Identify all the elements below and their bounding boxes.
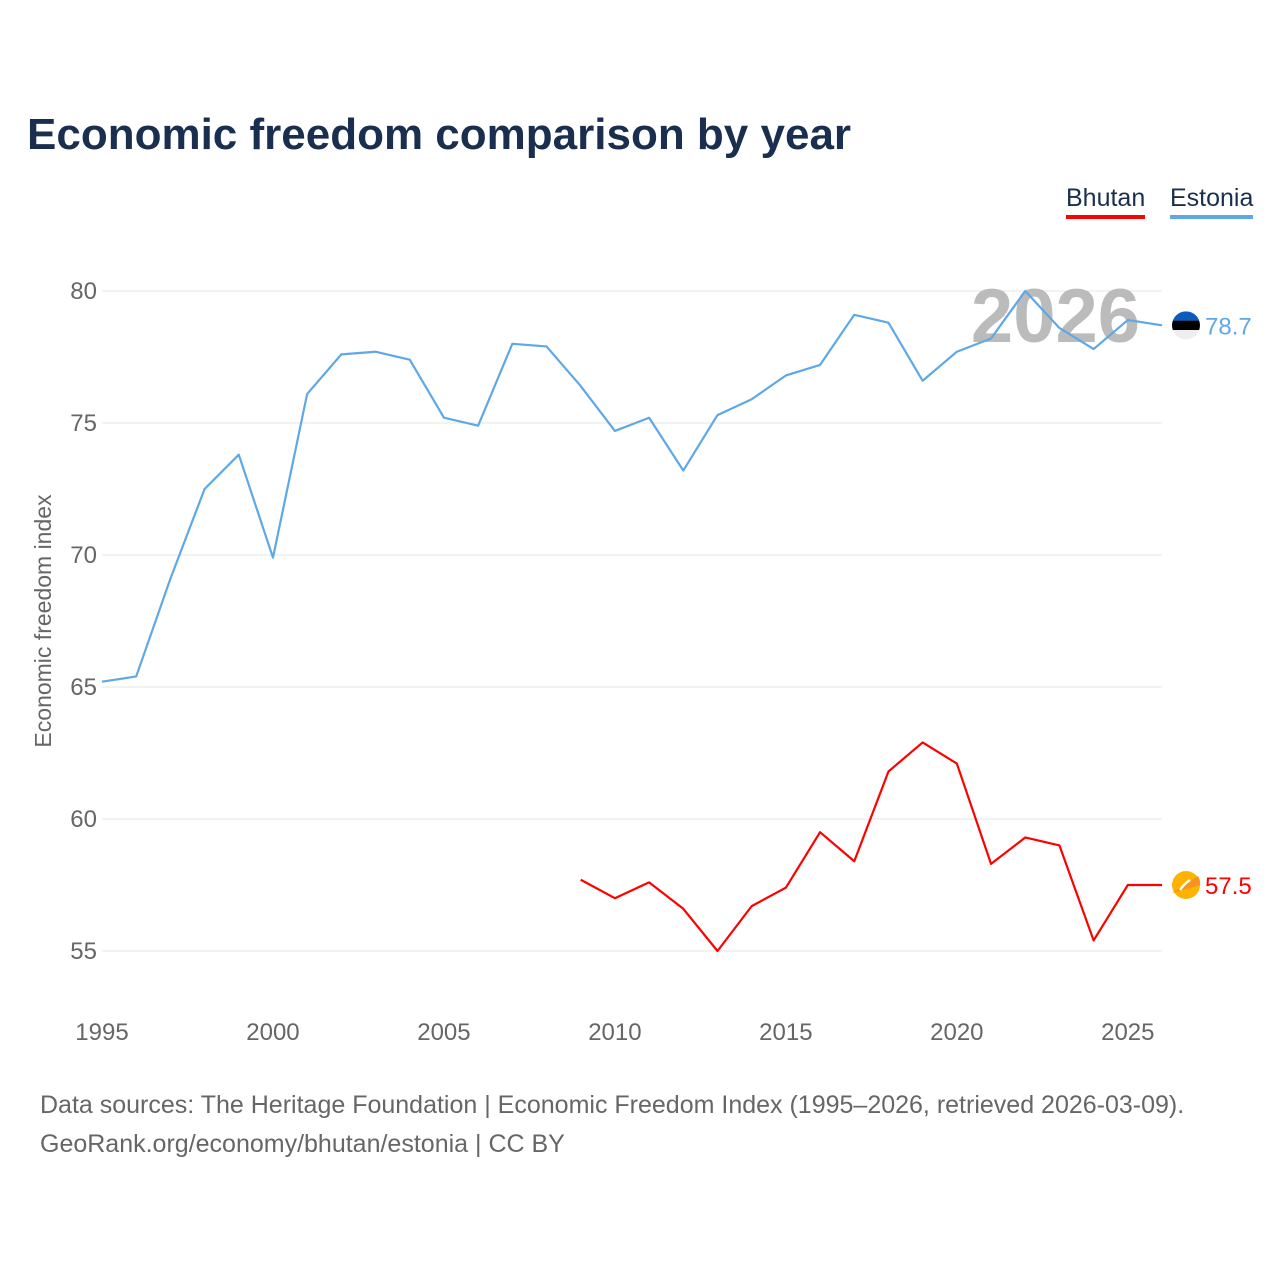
data-point-bhutan: [1126, 883, 1130, 887]
data-point-bhutan: [852, 859, 856, 863]
y-axis-label: Economic freedom index: [30, 494, 56, 748]
data-point-estonia: [1126, 318, 1130, 322]
data-point-estonia: [374, 350, 378, 354]
data-point-estonia: [203, 487, 207, 491]
data-point-estonia: [579, 384, 583, 388]
data-point-bhutan: [681, 907, 685, 911]
data-point-bhutan: [1160, 883, 1164, 887]
x-tick-label: 2020: [930, 1019, 983, 1046]
x-tick-label: 2005: [417, 1019, 470, 1046]
data-point-estonia: [339, 352, 343, 356]
data-point-estonia: [1023, 289, 1027, 293]
data-point-estonia: [955, 350, 959, 354]
series-line-bhutan: [580, 741, 1162, 953]
y-tick-label: 60: [70, 806, 97, 833]
data-point-estonia: [134, 674, 138, 678]
legend-estonia[interactable]: Estonia: [1170, 184, 1254, 219]
data-point-estonia: [1057, 326, 1061, 330]
y-tick-label: 80: [70, 278, 97, 305]
data-point-estonia: [168, 577, 172, 581]
data-point-estonia: [545, 344, 549, 348]
y-tick-label: 75: [70, 410, 97, 437]
chart-title: Economic freedom comparison by year: [27, 110, 852, 159]
source-note: Data sources: The Heritage Foundation | …: [40, 1086, 1184, 1164]
data-point-estonia: [271, 556, 275, 560]
data-point-bhutan: [989, 862, 993, 866]
data-point-estonia: [1092, 347, 1096, 351]
data-point-estonia: [1160, 323, 1164, 327]
x-tick-label: 2015: [759, 1019, 812, 1046]
x-tick-label: 2025: [1101, 1019, 1154, 1046]
data-point-bhutan: [784, 886, 788, 890]
y-tick-label: 70: [70, 542, 97, 569]
estonia-flag-icon: [1172, 311, 1200, 340]
data-point-estonia: [510, 342, 514, 346]
data-point-estonia: [613, 429, 617, 433]
data-point-bhutan: [715, 949, 719, 953]
y-tick-label: 65: [70, 674, 97, 701]
x-tick-label: 2000: [246, 1019, 299, 1046]
data-point-bhutan: [613, 896, 617, 900]
data-point-bhutan: [1023, 835, 1027, 839]
source-line-1: Data sources: The Heritage Foundation | …: [40, 1091, 1185, 1119]
data-point-estonia: [852, 313, 856, 317]
data-point-estonia: [715, 413, 719, 417]
source-line-2[interactable]: GeoRank.org/economy/bhutan/estonia | CC …: [40, 1130, 565, 1158]
legend-bhutan[interactable]: Bhutan: [1066, 184, 1146, 219]
data-point-estonia: [921, 379, 925, 383]
data-point-bhutan: [955, 762, 959, 766]
line-chart: 55 60 65 70 75 80 1995 2000 2005 2010 2015 2020 2025…: [30, 274, 1252, 1046]
data-point-estonia: [476, 424, 480, 428]
data-point-bhutan: [1092, 938, 1096, 942]
data-point-estonia: [100, 680, 104, 684]
data-point-bhutan: [921, 740, 925, 744]
end-value-label-estonia: 78.7: [1205, 313, 1252, 340]
data-point-estonia: [886, 321, 890, 325]
data-point-bhutan: [886, 769, 890, 773]
series-line-estonia: [101, 289, 1163, 683]
data-point-estonia: [818, 363, 822, 367]
data-point-estonia: [305, 392, 309, 396]
data-point-estonia: [408, 358, 412, 362]
data-point-estonia: [647, 416, 651, 420]
data-point-bhutan: [750, 904, 754, 908]
year-watermark: 2026: [971, 274, 1140, 359]
data-point-bhutan: [579, 878, 583, 882]
data-point-estonia: [989, 337, 993, 341]
bhutan-flag-icon: [1172, 871, 1201, 899]
y-tick-label: 55: [70, 938, 97, 965]
data-point-bhutan: [818, 830, 822, 834]
data-point-estonia: [784, 373, 788, 377]
data-point-bhutan: [1057, 843, 1061, 847]
data-point-estonia: [681, 469, 685, 473]
x-tick-label: 2010: [588, 1019, 641, 1046]
data-point-estonia: [442, 416, 446, 420]
data-point-estonia: [237, 453, 241, 457]
end-value-label-bhutan: 57.5: [1205, 873, 1252, 900]
data-point-estonia: [750, 397, 754, 401]
data-point-bhutan: [647, 880, 651, 884]
x-tick-label: 1995: [75, 1019, 128, 1046]
